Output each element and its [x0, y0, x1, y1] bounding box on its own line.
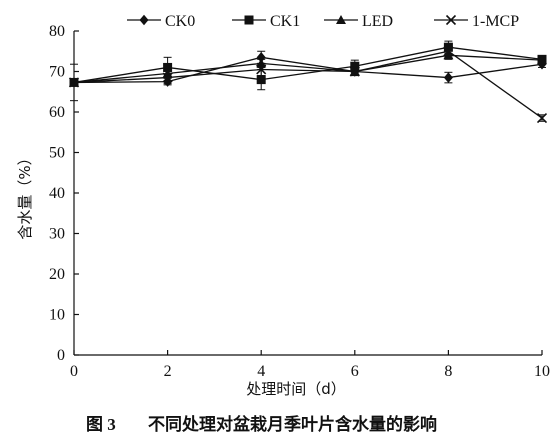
legend-item-led: LED: [324, 13, 393, 30]
x-tick-label: 0: [70, 363, 78, 380]
y-tick-label: 20: [49, 266, 65, 283]
caption-label: 图 3: [86, 415, 116, 434]
data-point-diamond: [256, 52, 266, 63]
y-tick-label: 30: [49, 226, 65, 243]
series-line: [73, 50, 543, 119]
y-tick-label: 40: [49, 185, 65, 202]
data-point-triangle: [537, 55, 547, 65]
x-tick-label: 8: [444, 363, 452, 380]
data-point-x: [256, 64, 267, 75]
figure-caption: 图 3 不同处理对盆栽月季叶片含水量的影响: [86, 414, 437, 435]
data-point-square: [163, 62, 173, 72]
y-axis-label: 含水量（%）: [16, 150, 34, 239]
legend-item-1-mcp: 1-MCP: [434, 13, 519, 30]
y-tick-label: 0: [57, 347, 65, 364]
data-point-x: [349, 66, 360, 77]
plot-frame: [73, 31, 542, 356]
x-axis-label: 处理时间（d）: [246, 380, 346, 398]
legend-label: LED: [362, 13, 393, 30]
y-tick-label: 60: [49, 104, 65, 121]
legend-label: 1-MCP: [472, 13, 519, 30]
y-tick-label: 10: [49, 307, 65, 324]
x-tick-label: 10: [534, 363, 550, 380]
data-point-square: [350, 61, 360, 71]
y-tick-label: 80: [49, 23, 65, 40]
data-point-x: [443, 46, 454, 57]
data-point-diamond: [443, 72, 453, 83]
series-line: [73, 56, 543, 84]
data-point-triangle: [336, 15, 346, 24]
legend-label: CK1: [270, 13, 300, 30]
series-line: [73, 46, 543, 84]
legend-item-ck1: CK1: [232, 13, 300, 30]
series-layer: [68, 40, 548, 124]
series-led: [69, 50, 547, 87]
data-point-x: [445, 14, 457, 26]
data-point-diamond: [139, 14, 149, 26]
y-tick-label: 50: [49, 145, 65, 162]
legend-label: CK0: [165, 13, 195, 30]
caption-text: 不同处理对盆栽月季叶片含水量的影响: [148, 414, 437, 435]
x-tick-label: 4: [257, 363, 265, 380]
data-point-x: [536, 113, 548, 124]
data-point-square: [244, 15, 254, 25]
x-tick-label: 2: [164, 363, 172, 380]
series-1-mcp: [68, 44, 548, 124]
x-tick-label: 6: [351, 363, 359, 380]
y-axis-ticks: 0 10 20 30 40 50 60 70 80: [49, 23, 79, 364]
data-point-x: [162, 72, 173, 83]
legend: CK0 CK1 LED 1-MCP: [127, 13, 519, 30]
data-point-square: [256, 75, 266, 85]
legend-item-ck0: CK0: [127, 13, 195, 30]
y-tick-label: 70: [49, 64, 65, 81]
series-line: [73, 54, 543, 84]
